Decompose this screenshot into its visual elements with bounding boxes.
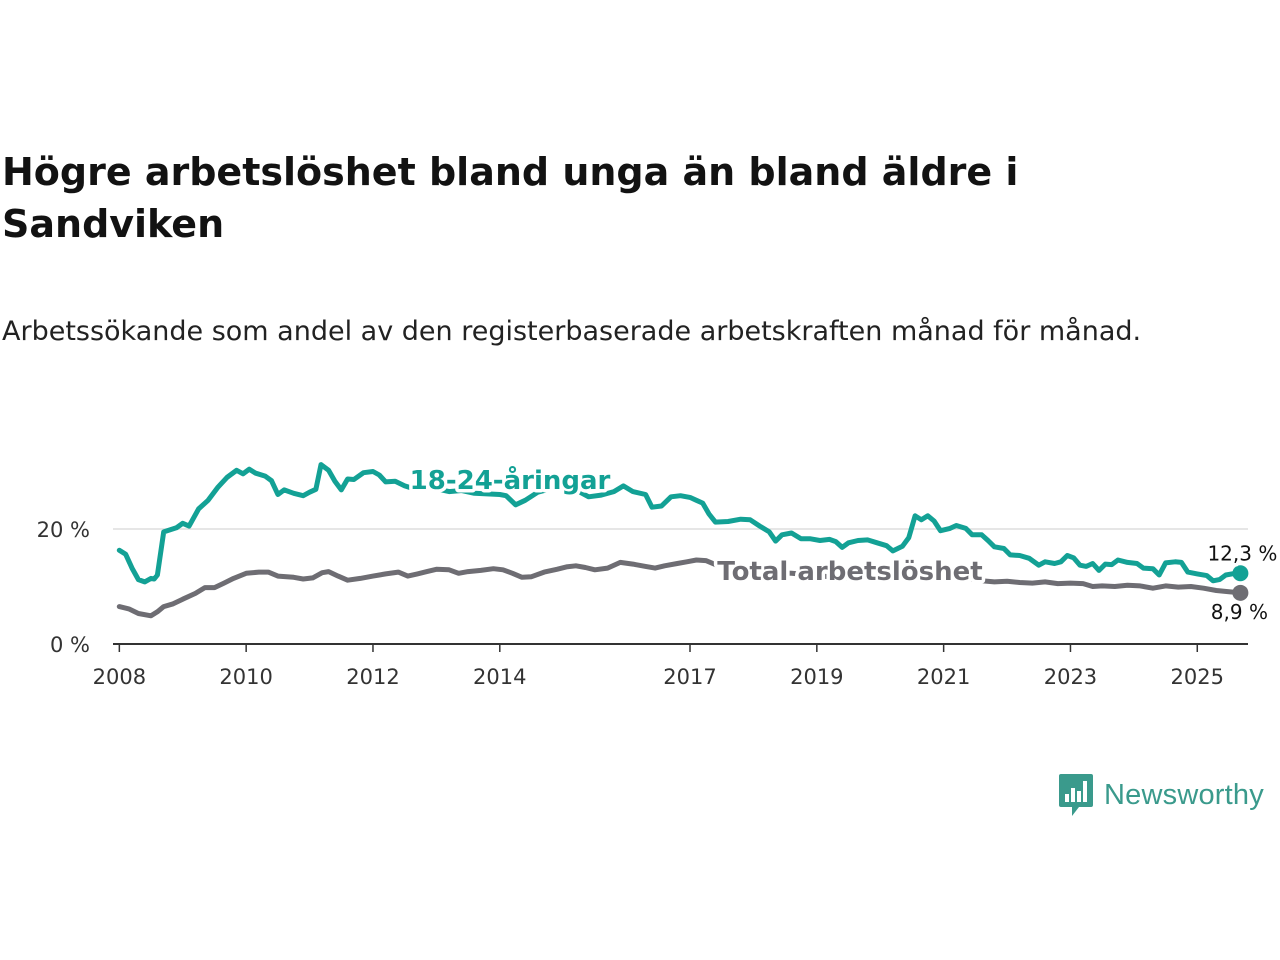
chart-title: Högre arbetslöshet bland unga än bland ä… (2, 150, 1019, 246)
x-tick-label: 2014 (473, 665, 526, 689)
youth-end-label: 12,3 % (1207, 541, 1277, 565)
chart-subtitle: Arbetssökande som andel av den registerb… (2, 316, 1142, 347)
x-tick-label: 2012 (346, 665, 399, 689)
x-tick-label: 2025 (1171, 665, 1224, 689)
x-tick-label: 2021 (917, 665, 970, 689)
x-tick-label: 2008 (93, 665, 146, 689)
x-tick-label: 2017 (663, 665, 716, 689)
total-end-point (1232, 584, 1249, 601)
youth-series-label: 18-24-åringar (410, 464, 611, 496)
logo-text: Newsworthy (1104, 778, 1264, 811)
total-end-label: 8,9 % (1211, 600, 1268, 624)
youth-end-point (1232, 565, 1249, 582)
x-axis: 2008 2010 2012 2014 2017 2019 2021 2023 2025 (93, 643, 1248, 689)
series-labels: 18-24-åringar Total arbetslöshet 12,3 % 8,9… (406, 461, 1280, 628)
x-tick-label: 2023 (1044, 665, 1097, 689)
series-lines (116, 462, 1249, 619)
newsworthy-logo: Newsworthy (1058, 772, 1264, 818)
x-tick-label: 2019 (790, 665, 843, 689)
youth-line (116, 462, 1243, 585)
y-axis-ticks: 0 % 20 % (37, 518, 90, 657)
y-tick-label: 20 % (37, 518, 90, 542)
line-chart: 2008 2010 2012 2014 2017 2019 2021 2023 2025 0 %… (37, 461, 1280, 690)
y-tick-label: 0 % (50, 633, 90, 657)
total-line (116, 557, 1243, 619)
bar-chart-bubble-icon (1059, 774, 1093, 816)
x-tick-label: 2010 (219, 665, 272, 689)
total-series-label: Total arbetslöshet (717, 557, 982, 587)
